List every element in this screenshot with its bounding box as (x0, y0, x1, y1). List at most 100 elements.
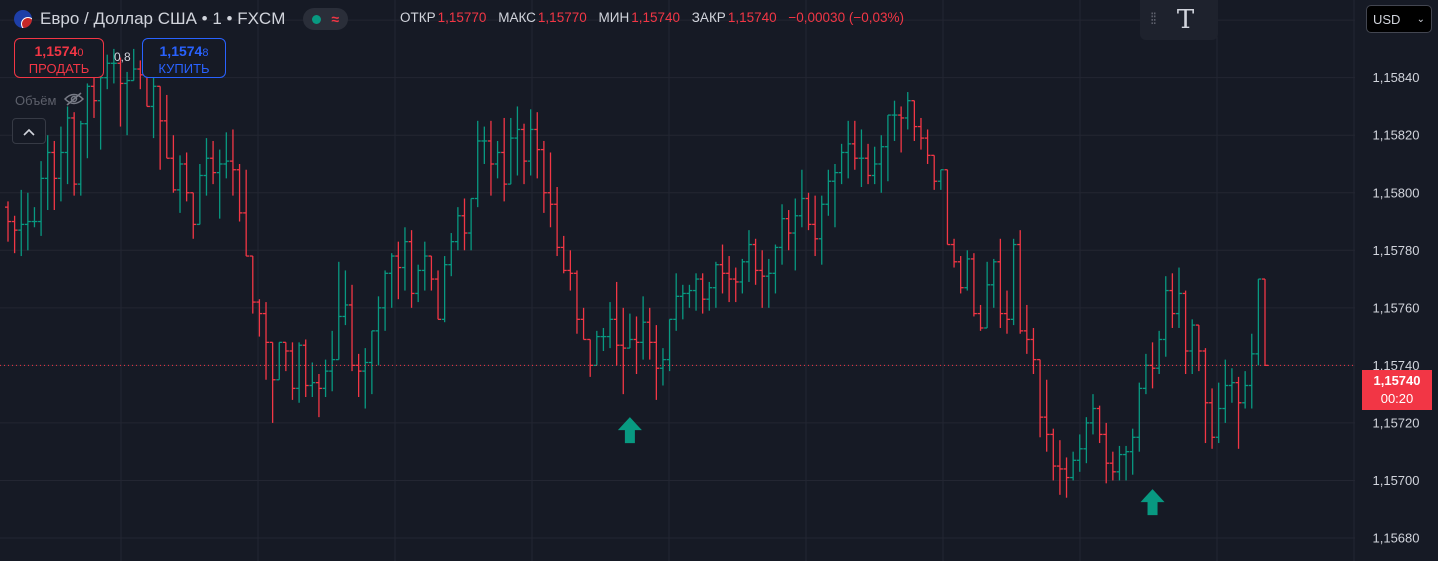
collapse-legend-button[interactable] (12, 118, 46, 144)
ohlc-bar (1103, 422, 1110, 484)
text-tool-icon[interactable]: T (1176, 5, 1195, 35)
arrow-up-icon (617, 417, 642, 444)
ohlc-bar (838, 143, 845, 185)
ohlc-bar (521, 123, 528, 185)
ohlc-bar (177, 155, 184, 213)
ohlc-bar (203, 138, 210, 196)
ohlc-bar (435, 270, 442, 320)
ohlc-bar (1255, 278, 1262, 366)
interval[interactable]: 1 (212, 9, 222, 28)
ohlc-bar (970, 253, 977, 317)
ohlc-bar (110, 48, 117, 84)
ohlc-bar (904, 92, 911, 130)
ohlc-bar (878, 135, 885, 193)
ohlc-bar (157, 85, 164, 170)
ohlc-bar (640, 296, 647, 360)
symbol-header[interactable]: Евро / Доллар США • 1 • FXCM ≈ (14, 8, 349, 30)
ohlc-bar (626, 313, 633, 349)
ohlc-bar (792, 198, 799, 271)
ohlc-bar (1215, 382, 1222, 444)
ohlc-bar (474, 120, 481, 208)
ohlc-bar (104, 54, 111, 90)
ohlc-bar (1056, 440, 1063, 495)
ohlc-bar (911, 100, 918, 141)
market-open-dot-icon (312, 14, 322, 24)
ohlc-bars (5, 48, 1268, 498)
ohlc-bar (805, 192, 812, 231)
bar-countdown: 00:20 (1380, 391, 1414, 406)
ohlc-bar (1050, 428, 1057, 481)
market-status[interactable]: ≈ (303, 8, 349, 30)
ohlc-bar (759, 250, 766, 308)
low-label: МИН (598, 10, 630, 25)
ohlc-bar (917, 117, 924, 150)
symbol-name[interactable]: Евро / Доллар США (40, 9, 197, 28)
last-price-label: 1,15740 00:20 (1362, 370, 1432, 410)
ohlc-bar (415, 264, 422, 303)
sell-price: 1,15740 (34, 43, 84, 59)
ohlc-bar (355, 353, 362, 398)
ohlc-bar (494, 140, 501, 179)
price-tick-label: 1,15820 (1373, 128, 1420, 143)
ohlc-bar (282, 341, 289, 372)
ohlc-bar (24, 192, 31, 251)
ohlc-bar (1089, 394, 1096, 435)
ohlc-bar (382, 270, 389, 331)
exchange[interactable]: FXCM (237, 9, 286, 28)
ohlc-bar (501, 117, 508, 202)
ohlc-bar (699, 273, 706, 314)
drawing-toolbox[interactable]: ⁞⁞ T (1140, 0, 1218, 40)
ohlc-bar (1235, 376, 1242, 449)
ohlc-bar (785, 210, 792, 251)
drag-handle-icon[interactable]: ⁞⁞ (1150, 11, 1157, 28)
price-tick-label: 1,15720 (1373, 415, 1420, 430)
ohlc-bar (322, 359, 329, 398)
currency-select[interactable]: USD ⌄ (1366, 5, 1432, 33)
ohlc-bar (514, 106, 521, 176)
buy-label: КУПИТЬ (158, 61, 210, 76)
buy-price: 1,15748 (159, 43, 209, 59)
ohlc-bar (587, 338, 594, 377)
ohlc-bar (408, 230, 415, 308)
chevron-up-icon (23, 124, 35, 139)
ohlc-bar (468, 197, 475, 251)
ohlc-bar (884, 114, 891, 182)
ohlc-bar (997, 238, 1004, 328)
ohlc-bar (765, 258, 772, 308)
ohlc-bar (573, 270, 580, 334)
ohlc-bar (91, 71, 98, 118)
ohlc-bar (646, 307, 653, 360)
ohlc-bar (653, 325, 660, 400)
ohlc-bar (1175, 267, 1182, 328)
ohlc-bar (540, 140, 547, 213)
ohlc-bar (428, 255, 435, 291)
price-tick-label: 1,15840 (1373, 70, 1420, 85)
ohlc-bar (481, 126, 488, 164)
ohlc-bar (163, 94, 170, 159)
ohlc-bar (1043, 379, 1050, 452)
ohlc-bar (375, 296, 382, 366)
ohlc-bar (315, 374, 322, 418)
eye-hidden-icon[interactable] (64, 92, 85, 109)
ohlc-bar (1242, 371, 1249, 409)
ohlc-bar (296, 342, 303, 403)
ohlc-bar (77, 120, 84, 196)
ohlc-bar (812, 195, 819, 257)
ohlc-bar (117, 57, 124, 127)
ohlc-bar (130, 48, 137, 82)
sell-button[interactable]: 1,15740 ПРОДАТЬ (14, 38, 104, 78)
volume-indicator[interactable]: Объём (15, 92, 85, 109)
ohlc-bar (620, 307, 627, 395)
ohlc-bar (706, 281, 713, 311)
ohlc-bar (1142, 353, 1149, 395)
ohlc-bar (600, 327, 607, 351)
price-axis: 1,15680 1,15700 1,15720 1,15740 1,15760 1,157… (1373, 13, 1420, 546)
annotations (617, 417, 1165, 516)
ohlc-bar (560, 235, 567, 274)
volume-label: Объём (15, 93, 57, 108)
ohlc-bar (11, 215, 18, 254)
buy-button[interactable]: 1,15748 КУПИТЬ (142, 38, 226, 78)
ohlc-bar (124, 71, 131, 136)
ohlc-bar (216, 149, 223, 219)
